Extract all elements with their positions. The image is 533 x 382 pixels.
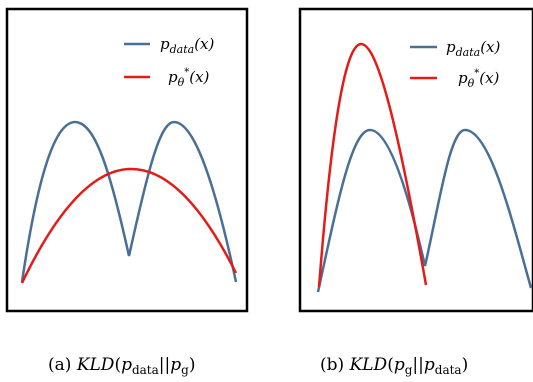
legend-tail: (x) <box>480 38 500 56</box>
panel-b: pdata(x) pθ*(x) <box>298 7 533 313</box>
legend-base: p <box>160 35 170 53</box>
caption-p2: p <box>170 355 181 375</box>
panel-b-frame <box>298 7 533 313</box>
legend-base: p <box>168 68 178 86</box>
caption-s2: g <box>181 363 189 377</box>
panel-a-legend-model-label: pθ*(x) <box>168 67 210 89</box>
caption-p2: p <box>424 355 435 375</box>
panel-b-legend-data-label: pdata(x) <box>446 38 500 59</box>
caption-prefix: (b) <box>320 355 350 375</box>
caption-open: ( <box>114 355 121 375</box>
legend-sup: * <box>474 68 479 79</box>
caption-sep: || <box>159 355 170 375</box>
caption-s2: data <box>435 363 462 377</box>
caption-close: ) <box>189 355 196 375</box>
panel-b-data-curve <box>316 128 533 293</box>
caption-p1: p <box>121 355 132 375</box>
legend-sub: θ <box>178 76 185 89</box>
panel-a-data-curve <box>20 120 238 283</box>
legend-sub: data <box>170 43 195 56</box>
legend-tail: (x) <box>479 69 499 87</box>
caption-fn: KLD <box>349 355 388 375</box>
panel-b-legend-model-label: pθ*(x) <box>458 68 500 90</box>
legend-sub: θ <box>468 77 475 90</box>
caption-prefix: (a) <box>48 355 77 375</box>
legend-sup: * <box>184 67 189 78</box>
legend-tail: (x) <box>194 35 214 53</box>
panel-a-model-curve <box>20 167 238 284</box>
caption-open: ( <box>387 355 394 375</box>
caption-close: ) <box>462 355 469 375</box>
caption-s1: data <box>132 363 159 377</box>
caption-s1: g <box>405 363 413 377</box>
panel-a-legend-data-label: pdata(x) <box>160 35 214 56</box>
legend-sub: data <box>456 46 481 59</box>
panel-b-model-curve <box>317 42 428 288</box>
caption-fn: KLD <box>76 355 115 375</box>
caption-sep: || <box>412 355 423 375</box>
legend-base: p <box>446 38 456 56</box>
caption-p1: p <box>394 355 405 375</box>
panel-a: pdata(x) pθ*(x) <box>5 7 249 313</box>
caption-b: (b) KLD(pg||pdata) <box>320 355 468 377</box>
legend-base: p <box>458 69 468 87</box>
caption-a: (a) KLD(pdata||pg) <box>48 355 195 377</box>
panel-a-frame <box>5 7 249 313</box>
legend-tail: (x) <box>189 68 209 86</box>
